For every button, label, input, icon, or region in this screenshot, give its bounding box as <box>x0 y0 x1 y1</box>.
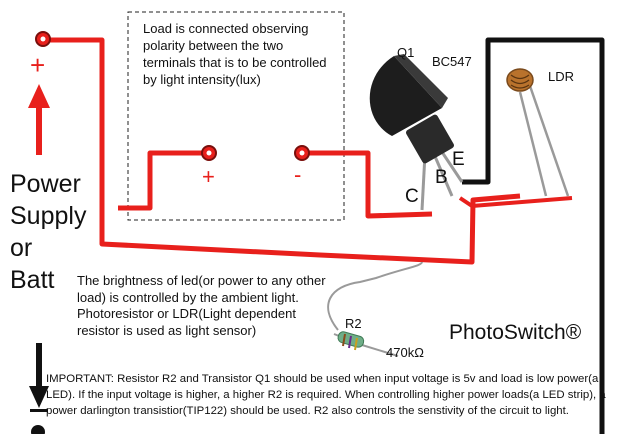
emitter-label: E <box>452 149 465 170</box>
load-minus-sign: - <box>294 162 302 187</box>
supply-label-line: Batt <box>10 266 55 294</box>
load-box <box>127 11 345 221</box>
supply-plus-sign: + <box>30 50 46 80</box>
negative-arrow-icon <box>29 343 49 408</box>
positive-wire-supply <box>44 37 521 265</box>
supply-label-line: Supply <box>10 202 87 230</box>
important-text: Resistor R2 and Transistor Q1 should be … <box>46 373 606 417</box>
load-note: Load is connected observing polarity bet… <box>143 21 327 87</box>
load-minus-wire <box>302 150 433 219</box>
negative-wire <box>462 37 605 434</box>
important-heading: IMPORTANT: <box>46 373 114 385</box>
supply-label: Power Supply or Batt <box>10 168 120 296</box>
resistor-value: 470kΩ <box>386 345 424 360</box>
positive-arrow-icon <box>28 84 50 155</box>
load-plus-sign: + <box>202 164 215 189</box>
ldr-icon <box>506 68 570 197</box>
important-note: IMPORTANT: Resistor R2 and Transistor Q1… <box>46 371 628 419</box>
negative-terminal-mark <box>30 409 48 412</box>
collector-label: C <box>405 186 419 207</box>
base-label: B <box>435 167 448 188</box>
resistor-icon <box>327 261 423 357</box>
transistor-part: BC547 <box>432 54 472 69</box>
ldr-label: LDR <box>548 69 575 84</box>
transistor-ref: Q1 <box>397 45 415 60</box>
supply-label-line: or <box>10 234 33 262</box>
supply-label-line: Power <box>10 170 81 198</box>
brand-label: PhotoSwitch® <box>449 321 582 344</box>
transistor-icon <box>369 54 464 211</box>
resistor-ref: R2 <box>345 316 362 331</box>
base-wire <box>458 196 573 208</box>
load-plus-wire <box>118 150 209 211</box>
description-text: The brightness of led(or power to any ot… <box>77 273 326 338</box>
